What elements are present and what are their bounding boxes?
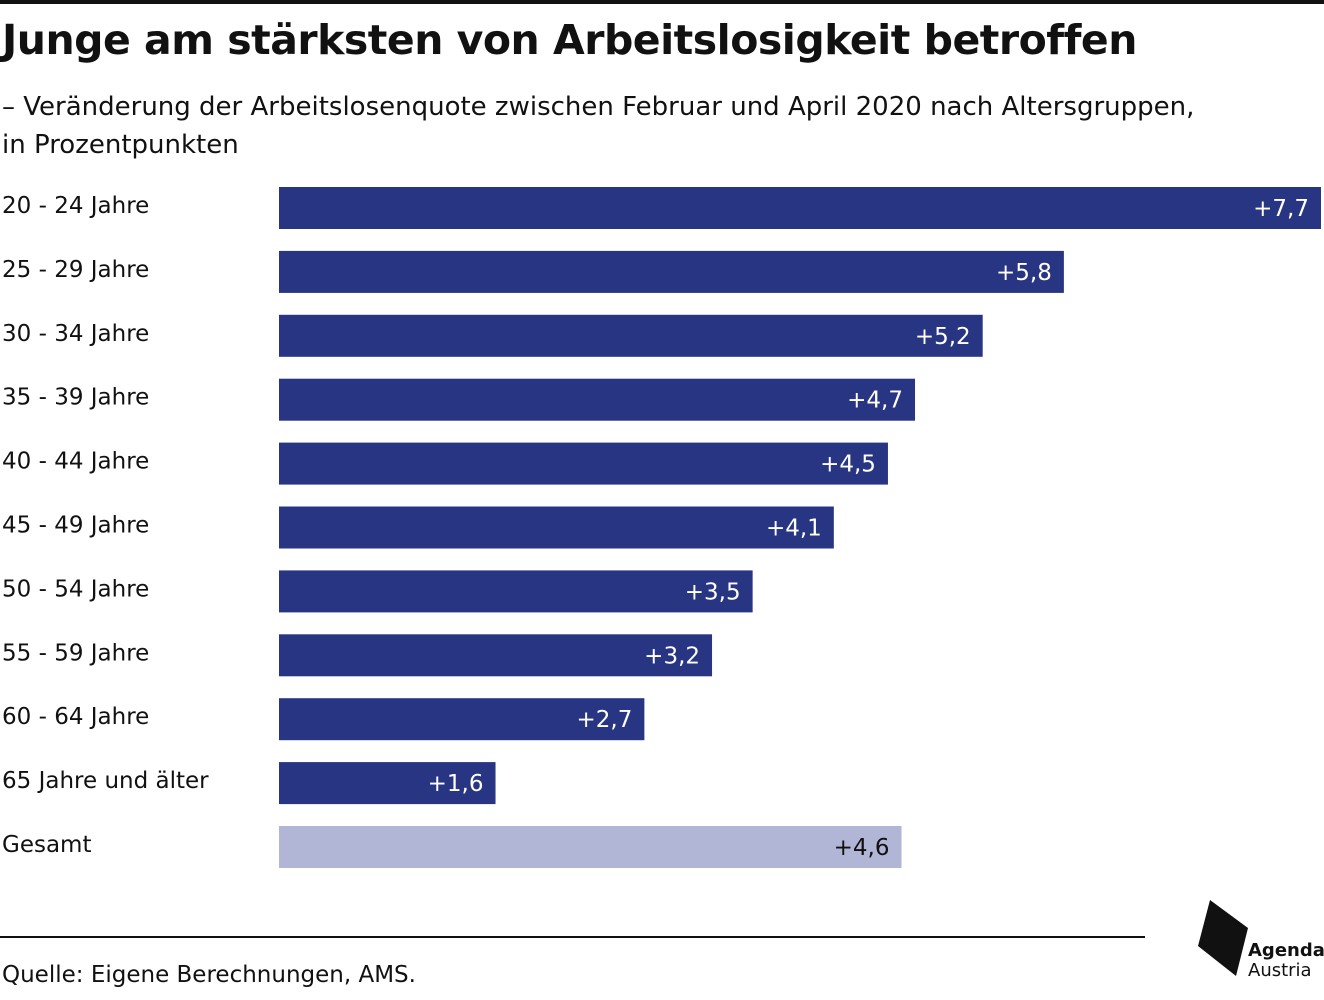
value-label: +3,2 bbox=[644, 643, 700, 669]
value-label: +4,7 bbox=[847, 388, 903, 414]
chart-title: Junge am stärksten von Arbeitslosigkeit … bbox=[2, 16, 1137, 64]
bar bbox=[279, 314, 983, 357]
bar bbox=[279, 378, 916, 421]
value-label: +2,7 bbox=[577, 707, 633, 733]
bar bbox=[279, 506, 834, 549]
category-label: 65 Jahre und älter bbox=[2, 768, 209, 794]
value-label: +3,5 bbox=[685, 579, 741, 605]
top-rule bbox=[0, 0, 1324, 4]
bar bbox=[279, 570, 753, 613]
category-label: Gesamt bbox=[2, 832, 91, 858]
value-label: +4,5 bbox=[820, 452, 876, 478]
bar bbox=[279, 442, 888, 485]
bar bbox=[279, 698, 645, 741]
value-label: +4,1 bbox=[766, 516, 822, 542]
bar-total bbox=[279, 826, 902, 868]
category-label: 30 - 34 Jahre bbox=[2, 321, 149, 347]
value-label: +1,6 bbox=[428, 771, 484, 797]
bottom-rule bbox=[0, 936, 1145, 938]
bar-chart: 20 - 24 Jahre +7,7 25 - 29 Jahre +5,8 30 - 3… bbox=[2, 187, 1321, 868]
logo-mark-icon bbox=[1198, 900, 1248, 976]
value-label: +5,8 bbox=[996, 260, 1052, 286]
category-label: 45 - 49 Jahre bbox=[2, 513, 149, 539]
agenda-austria-logo: Agenda Austria bbox=[1196, 898, 1324, 988]
logo-text-agenda: Agenda bbox=[1248, 940, 1324, 961]
category-label: 50 - 54 Jahre bbox=[2, 576, 149, 602]
category-label: 40 - 44 Jahre bbox=[2, 449, 149, 475]
category-label: 55 - 59 Jahre bbox=[2, 640, 149, 666]
value-label: +7,7 bbox=[1253, 196, 1309, 222]
value-label: +5,2 bbox=[915, 324, 971, 350]
category-label: 35 - 39 Jahre bbox=[2, 385, 149, 411]
value-label: +4,6 bbox=[834, 835, 890, 861]
bar bbox=[279, 250, 1064, 293]
category-label: 60 - 64 Jahre bbox=[2, 704, 149, 730]
bar bbox=[279, 762, 496, 805]
bar bbox=[279, 187, 1321, 229]
category-label: 25 - 29 Jahre bbox=[2, 257, 149, 283]
category-label: 20 - 24 Jahre bbox=[2, 193, 149, 219]
source-note: Quelle: Eigene Berechnungen, AMS. bbox=[2, 962, 416, 988]
bar bbox=[279, 634, 713, 677]
logo-text-austria: Austria bbox=[1248, 960, 1312, 981]
chart-subtitle: – Veränderung der Arbeitslosenquote zwis… bbox=[2, 92, 1195, 160]
